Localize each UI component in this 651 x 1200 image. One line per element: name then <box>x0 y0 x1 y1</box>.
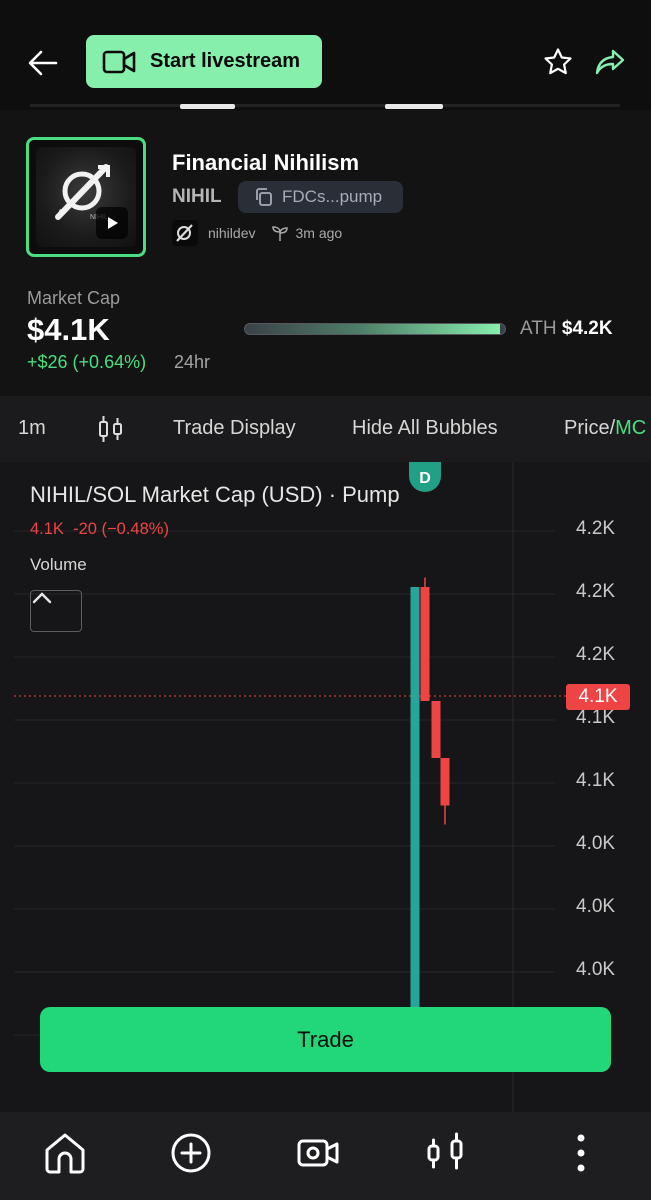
chart-title: NIHIL/SOL Market Cap (USD) · Pump <box>30 482 400 507</box>
y-axis-label: 4.1K <box>576 707 616 728</box>
trade-button[interactable]: Trade <box>40 1007 611 1072</box>
candle-series <box>410 577 450 1062</box>
ath-progress-bar <box>244 323 506 335</box>
more-icon[interactable] <box>556 1128 606 1178</box>
create-icon[interactable] <box>166 1128 216 1178</box>
interval-selector[interactable]: 1m <box>18 417 46 439</box>
y-axis-label: 4.0K <box>576 959 616 980</box>
creator-avatar[interactable] <box>172 220 198 246</box>
chart-toolbar: 1m Trade Display Hide All Bubbles Price/… <box>0 396 651 462</box>
price-mc-toggle[interactable]: Price/MC <box>564 417 646 440</box>
ath-value: $4.2K <box>561 318 613 339</box>
y-axis-label: 4.0K <box>576 896 616 917</box>
y-axis-label: 4.2K <box>576 644 616 665</box>
collapse-indicators-button[interactable] <box>30 590 82 632</box>
ohlc-readout: 4.1K -20 (−0.48%) <box>30 520 169 538</box>
play-icon <box>108 217 118 229</box>
scrolled-content-edge <box>30 104 620 109</box>
price-label: Price/ <box>564 417 616 439</box>
ath-label: ATH <box>520 318 557 339</box>
hide-bubbles-button[interactable]: Hide All Bubbles <box>352 417 498 439</box>
creator-row: nihildev 3m ago <box>172 220 342 246</box>
candle-body <box>431 701 441 758</box>
play-video-button[interactable] <box>96 207 128 239</box>
creator-name[interactable]: nihildev <box>208 225 256 241</box>
y-axis-label: 4.0K <box>576 833 616 854</box>
market-cap-change: +$26 (+0.64%) <box>27 352 147 372</box>
livestream-icon[interactable] <box>294 1128 344 1178</box>
share-icon[interactable] <box>594 47 626 77</box>
back-arrow-icon[interactable] <box>26 46 60 80</box>
trade-display-button[interactable]: Trade Display <box>173 417 296 439</box>
token-avatar[interactable]: NIHIL <box>26 137 146 257</box>
bottom-nav <box>0 1112 651 1200</box>
copy-address-button[interactable]: FDCs...pump <box>238 181 403 213</box>
change-period: 24hr <box>174 352 211 372</box>
market-cap-section: Market Cap $4.1K +$26 (+0.64%) 24hr ATH … <box>0 280 651 396</box>
price-chart[interactable]: D NIHIL/SOL Market Cap (USD) · Pump 4.1K… <box>0 462 651 1112</box>
top-bar: Start livestream <box>0 0 651 110</box>
mc-active-label: MC <box>615 417 647 439</box>
y-axis-label: 4.2K <box>576 518 616 539</box>
home-icon[interactable] <box>40 1128 90 1178</box>
sprout-icon <box>272 226 289 241</box>
candle-body <box>410 587 420 1062</box>
token-age: 3m ago <box>295 225 343 241</box>
chart-icon[interactable] <box>421 1128 471 1178</box>
y-axis-label: 4.2K <box>576 581 616 602</box>
start-livestream-button[interactable]: Start livestream <box>86 35 322 88</box>
candle-body <box>440 758 450 806</box>
market-cap-label: Market Cap <box>27 288 121 308</box>
y-axis-label: 4.1K <box>576 770 616 791</box>
livestream-label: Start livestream <box>150 50 301 72</box>
current-price-tag: 4.1K <box>566 684 630 710</box>
ath-indicator: ATH $4.2K <box>520 318 613 340</box>
dev-trade-marker[interactable]: D <box>409 462 441 492</box>
token-info: NIHIL Financial Nihilism NIHIL FDCs...pu… <box>0 110 651 280</box>
token-name: Financial Nihilism <box>172 150 360 175</box>
candle-body <box>420 587 430 701</box>
copy-icon <box>256 188 272 206</box>
contract-address: FDCs...pump <box>282 187 383 206</box>
star-icon[interactable] <box>543 47 573 77</box>
token-logo: NIHIL <box>36 147 136 247</box>
volume-label: Volume <box>30 555 87 574</box>
token-ticker: NIHIL <box>172 186 222 207</box>
candlestick-icon[interactable] <box>98 414 124 444</box>
chevron-up-icon <box>32 592 52 604</box>
market-cap-value: $4.1K <box>27 312 110 347</box>
video-camera-icon <box>102 50 136 73</box>
